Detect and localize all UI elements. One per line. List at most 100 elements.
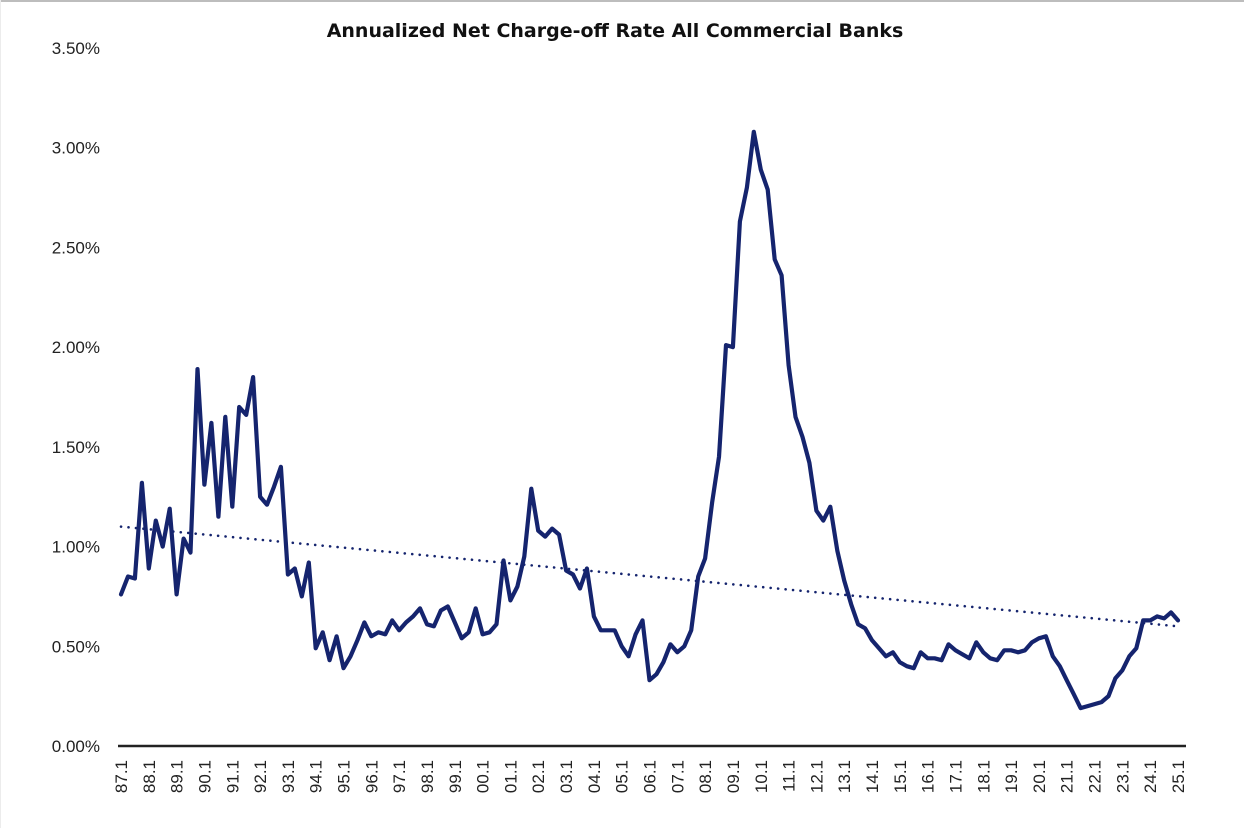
data-point <box>981 650 985 654</box>
data-point <box>884 654 888 658</box>
data-point <box>752 130 756 134</box>
data-point <box>794 415 798 419</box>
data-point <box>1030 640 1034 644</box>
data-point <box>307 561 311 565</box>
y-tick-label: 1.00% <box>52 538 100 557</box>
data-point <box>119 592 123 596</box>
data-point <box>411 614 415 618</box>
y-tick-label: 1.50% <box>52 438 100 457</box>
data-point <box>940 658 944 662</box>
data-point <box>933 656 937 660</box>
data-point <box>376 630 380 634</box>
data-point <box>154 519 158 523</box>
data-point <box>1086 704 1090 708</box>
data-point <box>773 257 777 261</box>
data-point <box>634 632 638 636</box>
data-point <box>237 405 241 409</box>
data-point <box>481 632 485 636</box>
data-point <box>627 654 631 658</box>
data-point <box>696 575 700 579</box>
x-axis-ticks: 87.1 88.1 89.1 90.1 91.1 92.1 93.1 94.1 95.1 96.1… <box>112 760 1188 793</box>
x-tick-label: 02.1 <box>529 760 548 793</box>
data-point <box>905 664 909 668</box>
x-tick-label: 92.1 <box>251 760 270 793</box>
data-point <box>870 638 874 642</box>
x-tick-label: 01.1 <box>501 760 520 793</box>
data-point <box>738 220 742 224</box>
data-point <box>383 632 387 636</box>
data-point <box>724 343 728 347</box>
data-point <box>682 644 686 648</box>
data-point <box>1051 654 1055 658</box>
data-point <box>522 555 526 559</box>
data-point <box>196 367 200 371</box>
data-point <box>182 537 186 541</box>
data-point <box>216 515 220 519</box>
data-point <box>244 413 248 417</box>
data-point <box>960 652 964 656</box>
data-point <box>1176 618 1180 622</box>
data-point <box>495 622 499 626</box>
x-tick-label: 20.1 <box>1030 760 1049 793</box>
x-tick-label: 16.1 <box>919 760 938 793</box>
data-point <box>1169 610 1173 614</box>
x-tick-label: 11.1 <box>780 760 799 792</box>
top-border <box>0 0 1244 2</box>
data-point <box>404 620 408 624</box>
data-point <box>1023 648 1027 652</box>
data-point <box>1162 616 1166 620</box>
data-point <box>349 654 353 658</box>
x-tick-label: 98.1 <box>418 760 437 793</box>
data-point <box>926 656 930 660</box>
chart-title: Annualized Net Charge-off Rate All Comme… <box>327 20 904 42</box>
data-point <box>279 465 283 469</box>
data-point <box>1065 678 1069 682</box>
x-tick-label: 87.1 <box>112 760 131 793</box>
data-point <box>655 672 659 676</box>
x-tick-label: 19.1 <box>1002 760 1021 793</box>
data-point <box>508 598 512 602</box>
data-point <box>1079 706 1083 710</box>
data-point <box>1155 614 1159 618</box>
data-point <box>515 585 519 589</box>
data-point <box>161 545 165 549</box>
x-tick-label: 90.1 <box>195 760 214 793</box>
series-line-net-charge-off-rate <box>118 129 1181 711</box>
data-point <box>1127 654 1131 658</box>
data-point <box>842 579 846 583</box>
data-point <box>835 549 839 553</box>
y-tick-label: 2.00% <box>52 338 100 357</box>
data-point <box>439 608 443 612</box>
data-point <box>529 487 533 491</box>
data-point <box>849 602 853 606</box>
y-tick-label: 3.00% <box>52 139 100 158</box>
x-tick-label: 97.1 <box>390 760 409 793</box>
data-point <box>202 483 206 487</box>
data-point <box>502 559 506 563</box>
data-point <box>807 461 811 465</box>
x-tick-label: 95.1 <box>335 760 354 793</box>
data-point <box>661 660 665 664</box>
data-point <box>133 577 137 581</box>
x-tick-label: 24.1 <box>1141 760 1160 793</box>
data-point <box>335 634 339 638</box>
data-point <box>675 650 679 654</box>
data-point <box>710 501 714 505</box>
x-tick-label: 89.1 <box>168 760 187 793</box>
data-point <box>641 618 645 622</box>
data-point <box>780 273 784 277</box>
x-tick-label: 10.1 <box>752 760 771 793</box>
data-point <box>1009 648 1013 652</box>
data-point <box>557 533 561 537</box>
x-tick-label: 03.1 <box>557 760 576 793</box>
data-point <box>891 650 895 654</box>
data-point <box>140 481 144 485</box>
y-tick-label: 3.50% <box>52 39 100 58</box>
x-tick-label: 05.1 <box>613 760 632 793</box>
data-point <box>432 624 436 628</box>
data-point <box>759 168 763 172</box>
x-tick-label: 17.1 <box>946 760 965 793</box>
data-point <box>1072 692 1076 696</box>
data-point <box>592 614 596 618</box>
